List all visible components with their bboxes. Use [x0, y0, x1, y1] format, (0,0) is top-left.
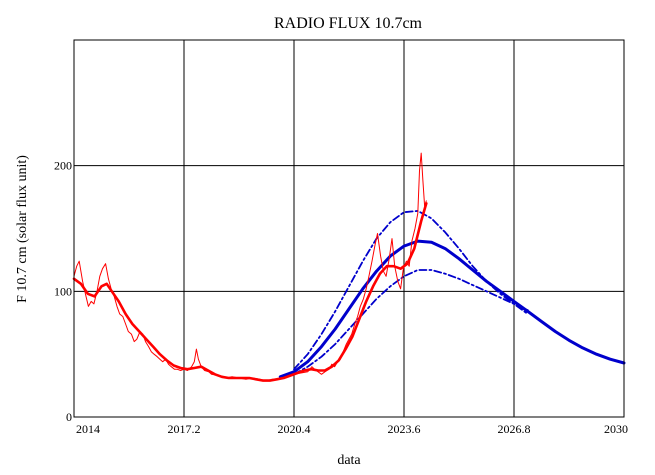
y-tick-label: 200 — [54, 159, 72, 173]
y-tick-label: 0 — [66, 410, 72, 424]
series-group — [72, 152, 626, 382]
x-tick-labels: 2014 2017.2 2020.4 2023.6 2026.8 2030 — [76, 422, 628, 436]
x-tick-label: 2020.4 — [278, 422, 311, 436]
grid-lines — [73, 40, 625, 418]
series-line-forecast-upper — [293, 210, 529, 371]
plot-frame — [73, 39, 625, 418]
chart-title: RADIO FLUX 10.7cm — [274, 15, 423, 32]
x-tick-label: 2023.6 — [388, 422, 421, 436]
x-axis-label: data — [337, 453, 361, 468]
x-tick-label: 2030 — [604, 422, 628, 436]
y-axis-label: F 10.7 cm (solar flux unit) — [15, 155, 30, 303]
x-tick-label: 2017.2 — [168, 422, 201, 436]
series-line-forecast-lower — [293, 269, 529, 376]
x-tick-label: 2014 — [76, 422, 100, 436]
series-line-observed-smoothed — [72, 202, 428, 382]
y-tick-label: 100 — [54, 284, 72, 298]
series-line-observed-monthly-thin — [73, 152, 427, 382]
series-line-forecast-mean — [278, 239, 626, 379]
x-tick-label: 2026.8 — [498, 422, 531, 436]
y-tick-labels: 0 100 200 — [54, 159, 72, 424]
